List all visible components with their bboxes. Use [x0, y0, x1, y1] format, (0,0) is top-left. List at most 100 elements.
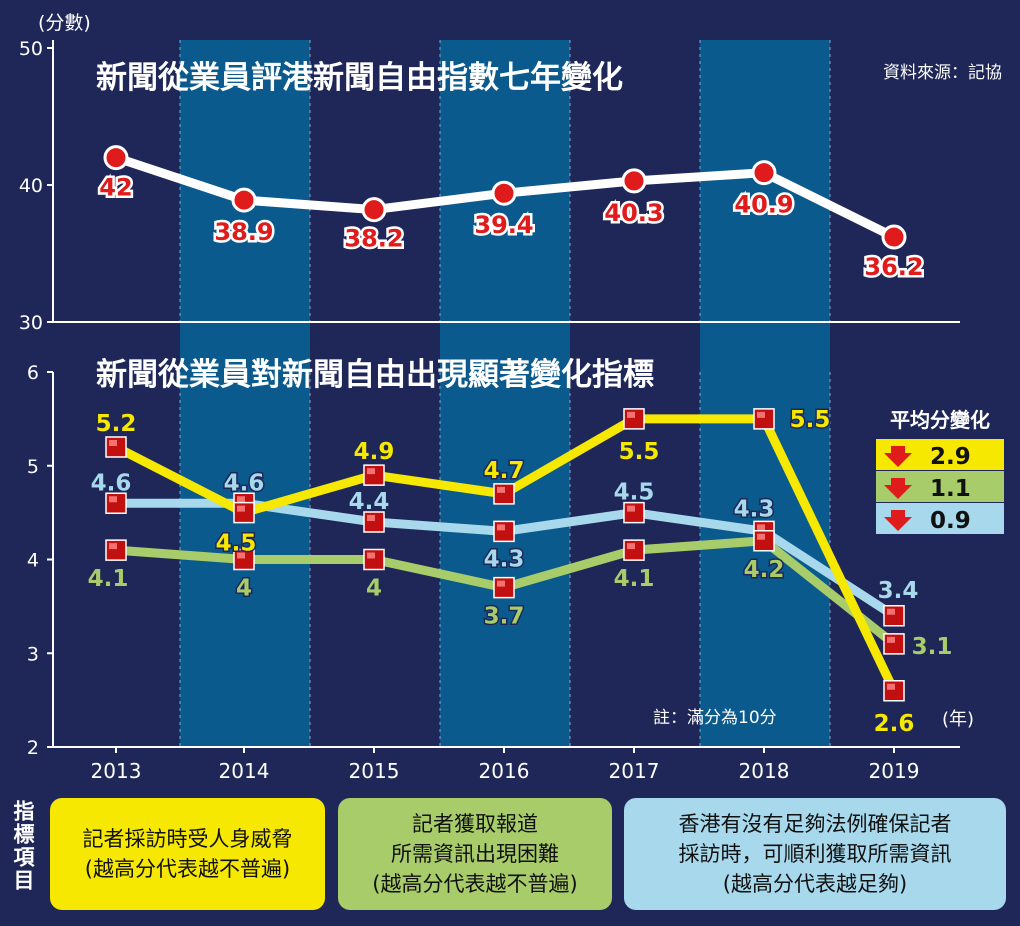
data-point-highlight	[627, 543, 635, 550]
data-point-highlight	[497, 524, 505, 531]
data-label: 3.1	[912, 634, 953, 660]
data-label: 4.6	[91, 470, 132, 496]
data-point-highlight	[887, 636, 895, 643]
x-tick-label: 2018	[739, 759, 790, 783]
y-tick-label: 3	[27, 643, 39, 665]
legend-item-text: (越高分代表越足夠)	[722, 872, 908, 896]
data-label: 36.2	[864, 253, 923, 281]
data-label: 40.9	[734, 191, 793, 219]
y-tick-label: 4	[27, 550, 39, 572]
legend-item-blue: 香港有沒有足夠法例確保記者 採訪時，可順利獲取所需資訊 (越高分代表越足夠)	[624, 798, 1006, 910]
legend-title: 指標項目	[8, 800, 38, 899]
data-point-highlight	[887, 683, 895, 690]
y-tick-label: 6	[27, 362, 39, 384]
data-label: 4.5	[216, 531, 257, 557]
y-unit-label: (分數)	[38, 12, 91, 34]
data-label: 40.3	[604, 199, 663, 227]
legend-item-text: 記者採訪時受人身威脅	[82, 827, 293, 851]
x-tick-label: 2013	[91, 759, 142, 783]
data-label: 4.5	[614, 480, 655, 506]
data-point	[491, 180, 517, 206]
note-label: 註：滿分為10分	[653, 708, 777, 728]
data-point	[751, 160, 777, 186]
y-tick-label: 2	[27, 737, 39, 759]
data-label: 4.3	[734, 496, 775, 522]
down-arrow-icon	[884, 510, 912, 531]
legend-item-text: 記者獲取報道	[412, 812, 538, 836]
data-point-highlight	[109, 496, 117, 503]
data-label: 5.5	[619, 439, 660, 465]
data-point-highlight	[237, 505, 245, 512]
data-point-highlight	[367, 552, 375, 559]
year-unit-label: (年)	[942, 709, 974, 730]
legend-title-text: 指標項目	[11, 800, 35, 892]
data-label: 2.6	[874, 711, 915, 737]
data-point-highlight	[367, 468, 375, 475]
legend-item-text: 香港有沒有足夠法例確保記者	[678, 812, 952, 836]
data-point-highlight	[757, 524, 765, 531]
data-label: 38.2	[344, 225, 403, 253]
x-tick-label: 2015	[349, 759, 400, 783]
data-point-highlight	[237, 552, 245, 559]
data-label: 4	[366, 576, 382, 602]
legend-item-text: (越高分代表越不普遍)	[84, 857, 291, 881]
data-label: 4.2	[744, 557, 785, 583]
down-arrow-icon	[884, 478, 912, 499]
legend-item-green: 記者獲取報道 所需資訊出現困難 (越高分代表越不普遍)	[338, 798, 612, 910]
down-arrow-icon	[884, 446, 912, 467]
data-point-highlight	[757, 533, 765, 540]
legend-item-yellow: 記者採訪時受人身威脅 (越高分代表越不普遍)	[50, 798, 325, 910]
legend-item-text: 所需資訊出現困難	[391, 842, 559, 866]
year-band	[180, 40, 310, 747]
legend-item-text: 採訪時，可順利獲取所需資訊	[678, 842, 952, 866]
x-tick-label: 2016	[479, 759, 530, 783]
data-label: 3.4	[878, 578, 919, 604]
data-label: 4.4	[349, 489, 390, 515]
avg-box-title: 平均分變化	[890, 408, 990, 432]
data-point-highlight	[627, 505, 635, 512]
data-point	[621, 168, 647, 194]
data-label: 4.3	[484, 546, 525, 572]
data-point-highlight	[497, 486, 505, 493]
data-point-highlight	[237, 496, 245, 503]
y-tick-label: 5	[27, 456, 39, 478]
data-label: 42	[99, 174, 132, 202]
data-label: 4.6	[224, 470, 265, 496]
legend-item-text: (越高分代表越不普遍)	[372, 872, 578, 896]
data-label: 4.1	[88, 566, 129, 592]
data-label: 4.7	[484, 458, 525, 484]
y-tick-label: 40	[19, 175, 43, 197]
data-label: 5.5	[790, 407, 831, 433]
data-point-highlight	[497, 580, 505, 587]
data-label: 5.2	[96, 411, 137, 437]
data-label: 38.9	[214, 218, 273, 246]
x-tick-label: 2014	[219, 759, 270, 783]
data-point-highlight	[757, 411, 765, 418]
data-point	[231, 187, 257, 213]
data-point-highlight	[109, 543, 117, 550]
chart-title: 新聞從業員評港新聞自由指數七年變化	[96, 60, 623, 96]
chart-title: 新聞從業員對新聞自由出現顯著變化指標	[96, 357, 654, 393]
avg-value: 2.9	[930, 444, 971, 470]
data-point-highlight	[109, 440, 117, 446]
y-tick-label: 30	[19, 312, 43, 334]
source-label: 資料來源：記協	[883, 63, 1002, 83]
data-label: 4.1	[614, 566, 655, 592]
x-tick-label: 2019	[869, 759, 920, 783]
x-tick-label: 2017	[609, 759, 660, 783]
avg-value: 1.1	[930, 476, 971, 502]
year-band	[700, 40, 830, 747]
data-label: 4	[236, 576, 252, 602]
data-point-highlight	[367, 515, 375, 521]
year-band	[440, 40, 570, 747]
y-tick-label: 50	[19, 38, 43, 60]
data-label: 39.4	[474, 211, 533, 239]
avg-value: 0.9	[930, 508, 971, 534]
data-point	[881, 224, 907, 250]
data-point-highlight	[887, 608, 895, 615]
data-point-highlight	[627, 411, 635, 418]
data-point	[361, 197, 387, 223]
data-point	[103, 145, 129, 171]
